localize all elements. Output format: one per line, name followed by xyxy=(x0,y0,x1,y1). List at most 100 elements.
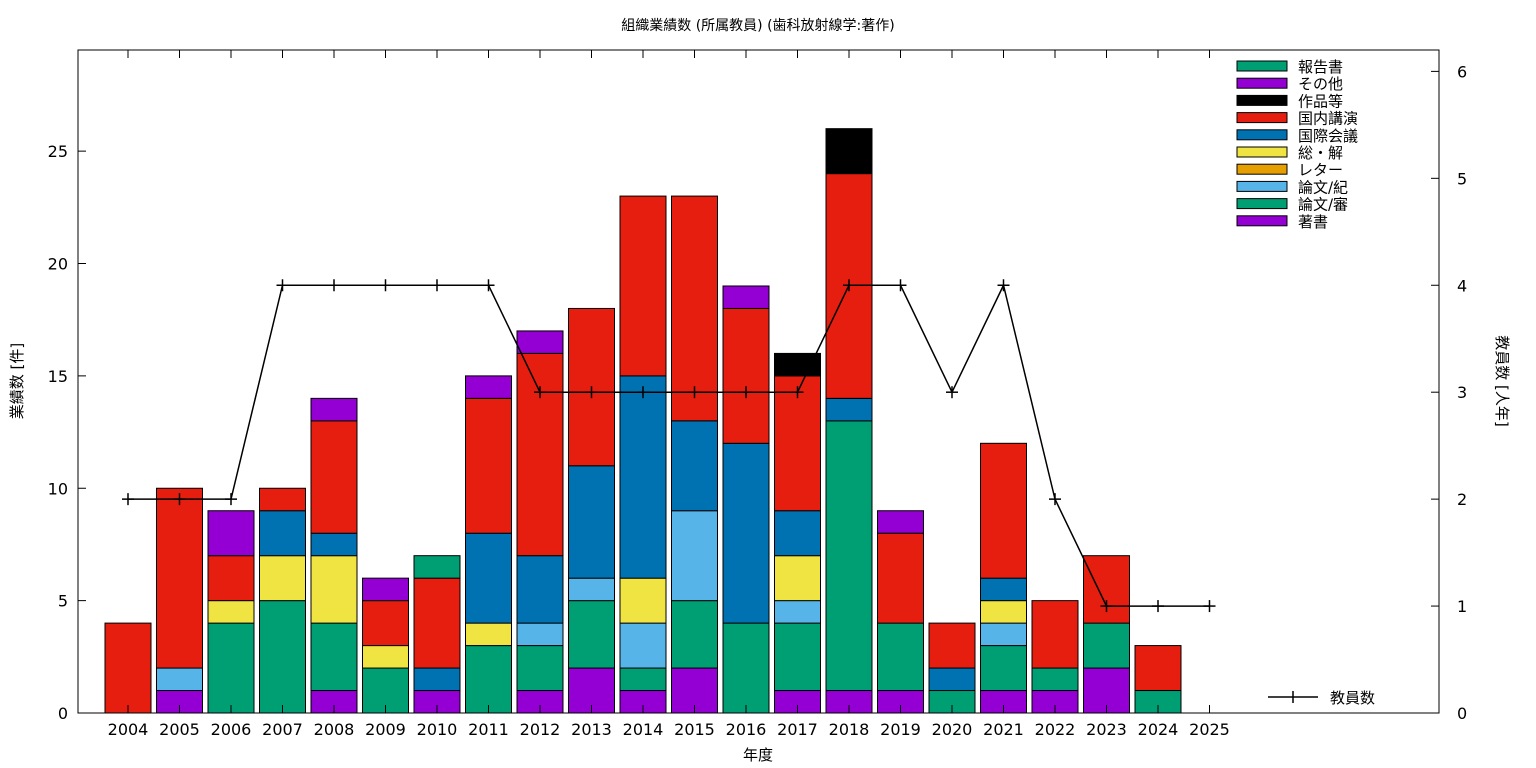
bar-segment xyxy=(516,352,564,557)
bar-segment xyxy=(568,465,615,579)
line-point xyxy=(379,279,392,292)
line-point xyxy=(637,386,649,399)
line-point xyxy=(740,386,752,399)
bar-segment xyxy=(877,622,924,692)
line-point xyxy=(1100,600,1113,613)
legend-swatch xyxy=(1236,163,1288,175)
bar-segment xyxy=(619,622,667,669)
x-tick-label: 2017 xyxy=(777,720,818,739)
bar-segment xyxy=(774,510,821,557)
bar-segment xyxy=(980,645,1027,692)
legend-swatch xyxy=(1236,198,1288,210)
legend-item: 報告書 xyxy=(1236,58,1343,76)
bar-segment xyxy=(980,622,1027,647)
x-tick-label: 2015 xyxy=(674,720,715,739)
bar-segment xyxy=(259,555,306,602)
bar-segment xyxy=(1134,645,1182,692)
x-tick-label: 2006 xyxy=(211,720,252,739)
legend-item: 論文/紀 xyxy=(1236,178,1348,196)
x-tick-label: 2020 xyxy=(932,720,973,739)
x-axis-label: 年度 xyxy=(743,746,773,764)
legend-label: 報告書 xyxy=(1298,58,1343,76)
bar-segment xyxy=(156,667,203,692)
bar-segment xyxy=(671,420,718,512)
bar-segment xyxy=(928,622,976,669)
legend-swatch xyxy=(1236,60,1288,72)
x-tick-label: 2023 xyxy=(1086,720,1127,739)
bar-segment xyxy=(1031,667,1079,692)
line-point xyxy=(585,386,598,399)
bar-segment xyxy=(310,397,358,422)
line-point xyxy=(688,386,701,399)
x-tick-label: 2025 xyxy=(1189,720,1230,739)
bar-segment xyxy=(207,555,255,602)
y2-axis: 0 1 2 3 4 5 6 xyxy=(1431,62,1467,723)
line-point xyxy=(276,279,289,292)
x-tick-label: 2007 xyxy=(262,720,303,739)
bar-segment xyxy=(774,622,821,692)
x-tick-label: 2022 xyxy=(1035,720,1076,739)
legend-label: 総・解 xyxy=(1298,144,1343,162)
legend-swatch xyxy=(1236,77,1288,89)
bar-segment xyxy=(722,307,770,444)
bar-segment xyxy=(259,487,306,512)
bar-segment xyxy=(362,645,409,669)
y2-tick-label: 6 xyxy=(1457,62,1467,81)
bar-segment xyxy=(1083,622,1130,669)
line-point xyxy=(431,279,443,292)
legend-swatch xyxy=(1236,112,1288,124)
bar-segment xyxy=(774,555,821,602)
line-point xyxy=(534,386,546,399)
bar-segment xyxy=(516,645,564,692)
x-tick-label: 2012 xyxy=(520,720,561,739)
bar-segment xyxy=(619,577,667,624)
bar-segment xyxy=(877,510,924,534)
bar-segment xyxy=(465,375,512,399)
bar-segment xyxy=(516,622,564,647)
bar-segment xyxy=(774,600,821,624)
legend-item: 論文/審 xyxy=(1236,196,1348,214)
y2-axis-label: 教員数 [人年] xyxy=(1493,335,1511,426)
y2-tick-label: 0 xyxy=(1457,704,1467,723)
bar-segment xyxy=(825,397,873,422)
y-tick-label: 15 xyxy=(48,367,68,386)
legend-swatch xyxy=(1236,129,1288,141)
x-tick-label: 2014 xyxy=(623,720,664,739)
bar-segment xyxy=(310,532,358,557)
bars xyxy=(104,128,1182,714)
legend-swatch xyxy=(1236,180,1288,192)
bar-segment xyxy=(671,510,718,602)
line-point xyxy=(791,386,804,399)
legend-swatch xyxy=(1236,146,1288,158)
bar-segment xyxy=(465,645,512,714)
legend-label: 論文/紀 xyxy=(1298,178,1348,196)
x-tick-label: 2024 xyxy=(1138,720,1179,739)
bar-segment xyxy=(877,532,924,624)
line-point xyxy=(328,279,340,292)
bar-segment xyxy=(774,352,821,377)
bar-segment xyxy=(310,420,358,534)
y-tick-label: 25 xyxy=(48,142,68,161)
x-tick-label: 2005 xyxy=(159,720,200,739)
y-tick-label: 10 xyxy=(48,479,68,498)
legend-swatch xyxy=(1236,215,1288,227)
bar-segment xyxy=(516,555,564,624)
bar-segment xyxy=(980,577,1027,602)
bar-segment xyxy=(310,622,358,692)
y2-tick-label: 5 xyxy=(1457,169,1467,188)
bar-segment xyxy=(980,442,1027,579)
bar-segment xyxy=(619,375,667,579)
bar-segment xyxy=(362,577,409,602)
bar-segment xyxy=(413,577,461,669)
bar-segment xyxy=(671,600,718,669)
legend-label: 作品等 xyxy=(1298,92,1343,110)
bar-segment xyxy=(310,555,358,624)
y-tick-label: 20 xyxy=(48,255,68,274)
legend-item: その他 xyxy=(1236,75,1343,93)
bar-segment xyxy=(207,510,255,557)
legend-item: 作品等 xyxy=(1236,92,1343,110)
bar-segment xyxy=(259,510,306,557)
legend-label: その他 xyxy=(1298,75,1343,93)
